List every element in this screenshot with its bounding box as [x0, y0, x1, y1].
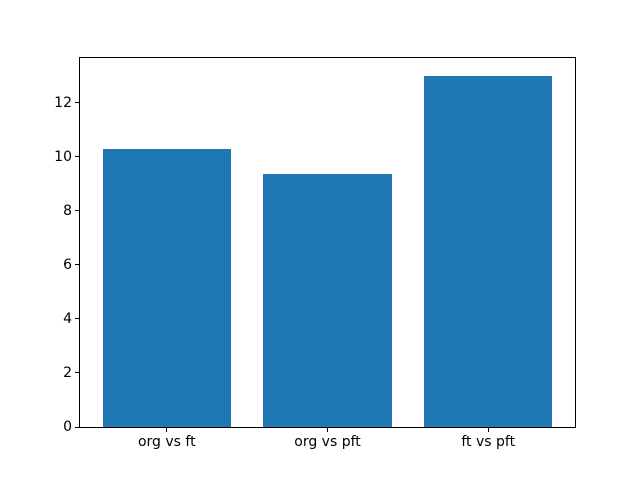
x-tick-label: ft vs pft [461, 434, 516, 450]
y-tick-label: 6 [63, 256, 72, 273]
x-tick-label: org vs ft [137, 434, 196, 450]
y-tick-mark [75, 156, 79, 158]
y-tick-label: 4 [63, 310, 72, 327]
y-tick-label: 2 [63, 364, 72, 381]
y-tick-label: 8 [63, 202, 72, 219]
x-tick-mark [487, 428, 489, 432]
bar-org-vs-pft [263, 174, 392, 427]
y-tick-label: 0 [63, 419, 72, 435]
y-tick-mark [75, 210, 79, 212]
x-tick-label: org vs pft [294, 434, 361, 450]
y-tick-mark [75, 318, 79, 320]
x-tick-mark [166, 428, 168, 432]
bar-ft-vs-pft [423, 75, 553, 427]
y-tick-mark [75, 102, 79, 104]
y-tick-mark [75, 426, 79, 428]
y-tick-mark [75, 264, 79, 266]
y-tick-label: 12 [54, 94, 72, 111]
bar-org-vs-ft [102, 149, 232, 427]
y-tick-mark [75, 372, 79, 374]
x-tick-mark [327, 428, 328, 432]
y-tick-label: 10 [54, 148, 72, 165]
plot-area [79, 57, 576, 428]
